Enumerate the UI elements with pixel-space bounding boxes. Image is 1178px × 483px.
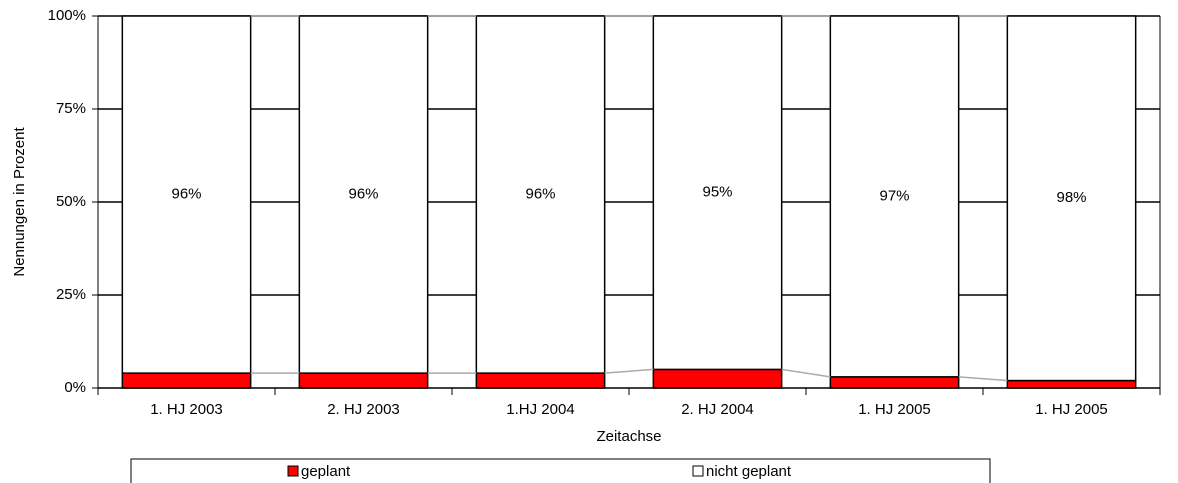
- bar-segment: [298, 15, 429, 374]
- legend-swatch: [692, 465, 704, 477]
- y-tick-label: 75%: [56, 100, 86, 117]
- bar-segment: [829, 376, 960, 389]
- data-label: 96%: [525, 186, 555, 203]
- legend-label: nicht geplant: [706, 463, 792, 480]
- legend-swatch: [287, 465, 299, 477]
- x-tick-label: 2. HJ 2004: [681, 401, 754, 418]
- x-tick-label: 2. HJ 2003: [327, 401, 400, 418]
- y-tick-label: 50%: [56, 193, 86, 210]
- x-axis-label: Zeitachse: [596, 428, 661, 445]
- data-label: 96%: [171, 186, 201, 203]
- legend-label: geplant: [301, 463, 351, 480]
- data-label: 97%: [879, 187, 909, 204]
- data-label: 95%: [702, 184, 732, 201]
- bar-segment: [475, 372, 606, 389]
- bar-segment: [121, 15, 252, 374]
- y-tick-label: 100%: [48, 7, 86, 24]
- x-tick-label: 1. HJ 2005: [858, 401, 931, 418]
- y-tick-label: 25%: [56, 286, 86, 303]
- bar-segment: [1006, 15, 1137, 382]
- bar-segment: [298, 372, 429, 389]
- bar-segment: [1006, 379, 1137, 389]
- x-tick-label: 1.HJ 2004: [506, 401, 574, 418]
- data-label: 96%: [348, 186, 378, 203]
- series-line: [958, 376, 1008, 382]
- x-tick-label: 1. HJ 2005: [1035, 401, 1108, 418]
- bar-segment: [652, 368, 783, 389]
- series-line: [781, 368, 831, 378]
- bar-segment: [652, 15, 783, 371]
- x-tick-label: 1. HJ 2003: [150, 401, 223, 418]
- series-line: [604, 368, 654, 374]
- bar-segment: [829, 15, 960, 378]
- bar-segment: [121, 372, 252, 389]
- y-tick-label: 0%: [64, 379, 86, 396]
- y-axis-label: Nennungen in Prozent: [11, 127, 28, 277]
- legend-box: [130, 458, 991, 483]
- data-label: 98%: [1056, 189, 1086, 206]
- bar-segment: [475, 15, 606, 374]
